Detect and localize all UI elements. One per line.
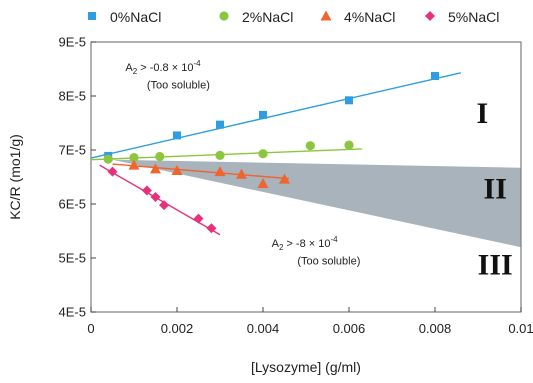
legend-label: 2%NaCl [242, 9, 293, 25]
legend-marker [88, 12, 96, 20]
y-axis-title: KC/R (mo1/g) [7, 134, 23, 220]
data-point [155, 151, 165, 162]
annotation-soluble-top: (Too soluble) [147, 79, 210, 91]
annotation-main: A [272, 238, 280, 250]
y-tick-label: 6E-5 [59, 197, 86, 212]
data-point [141, 185, 152, 196]
y-tick-label: 9E-5 [59, 35, 86, 50]
data-point [279, 173, 290, 184]
fit-line [112, 163, 289, 180]
data-point [257, 177, 269, 188]
data-point [431, 72, 439, 81]
data-point [259, 110, 267, 119]
x-tick-label: 0.006 [333, 321, 366, 336]
region-label: III [478, 249, 513, 282]
data-point [216, 120, 224, 129]
data-point [103, 154, 113, 164]
y-tick-label: 8E-5 [59, 89, 86, 104]
data-point [215, 150, 225, 160]
data-point [345, 96, 353, 105]
data-point [305, 141, 315, 151]
annotation-soluble-bottom: (Too soluble) [297, 255, 360, 267]
annotation-main: A [125, 62, 133, 74]
legend-marker [425, 11, 435, 21]
annotation-text: > -0.8 × 10 [137, 62, 193, 74]
annotation-subscript: 2 [133, 67, 138, 76]
data-point [150, 191, 161, 202]
legend-marker [219, 11, 229, 21]
data-point [129, 152, 139, 163]
legend-label: 4%NaCl [344, 9, 395, 25]
data-point [150, 163, 161, 174]
x-axis: 0 0.002 0.004 0.006 0.008 0.01 [87, 307, 533, 336]
annotations: A2 > -0.8 × 10-4(Too soluble)A2 > -8 × 1… [125, 59, 360, 267]
fit-line [90, 72, 461, 159]
annotation-text: > -8 × 10 [283, 238, 330, 250]
legend-label: 0%NaCl [110, 9, 161, 25]
legend-marker [320, 10, 332, 21]
data-point [193, 213, 204, 224]
x-tick-label: 0.008 [419, 321, 452, 336]
data-point [128, 159, 140, 170]
data-point [107, 166, 118, 177]
fit-lines [90, 72, 461, 236]
x-tick-label: 0.01 [508, 321, 533, 336]
region-label: I [476, 97, 488, 130]
data-point [206, 223, 217, 234]
x-tick-label: 0 [87, 321, 94, 336]
data-points [103, 72, 439, 234]
data-point [214, 166, 226, 177]
data-point [173, 131, 181, 140]
annotation-superscript: -4 [330, 235, 338, 244]
data-point [236, 168, 247, 179]
y-axis: 4E-5 5E-5 6E-5 7E-5 8E-5 9E-5 [59, 35, 96, 320]
data-point [344, 140, 354, 150]
annotation-subscript: 2 [279, 243, 284, 252]
annotation-superscript: -4 [193, 59, 201, 68]
shaded-region-ii [112, 159, 521, 248]
y-tick-label: 5E-5 [59, 251, 86, 266]
data-point [171, 165, 183, 176]
y-tick-label: 7E-5 [59, 143, 86, 158]
legend: 0%NaCl 2%NaCl 4%NaCl 5%NaCl [88, 9, 499, 25]
annotation-a2-bottom: A2 > -8 × 10-4 [272, 235, 339, 252]
x-tick-label: 0.004 [247, 321, 280, 336]
region-label: II [484, 173, 507, 206]
annotation-a2-top: A2 > -0.8 × 10-4 [125, 59, 201, 76]
legend-label: 5%NaCl [448, 9, 499, 25]
data-point [258, 149, 268, 159]
x-tick-label: 0.002 [161, 321, 194, 336]
data-point [159, 200, 170, 211]
plot-frame [90, 41, 522, 313]
fit-line [99, 164, 221, 236]
x-axis-title: [Lysozyme] (g/ml) [251, 359, 361, 375]
y-tick-label: 4E-5 [59, 305, 86, 320]
